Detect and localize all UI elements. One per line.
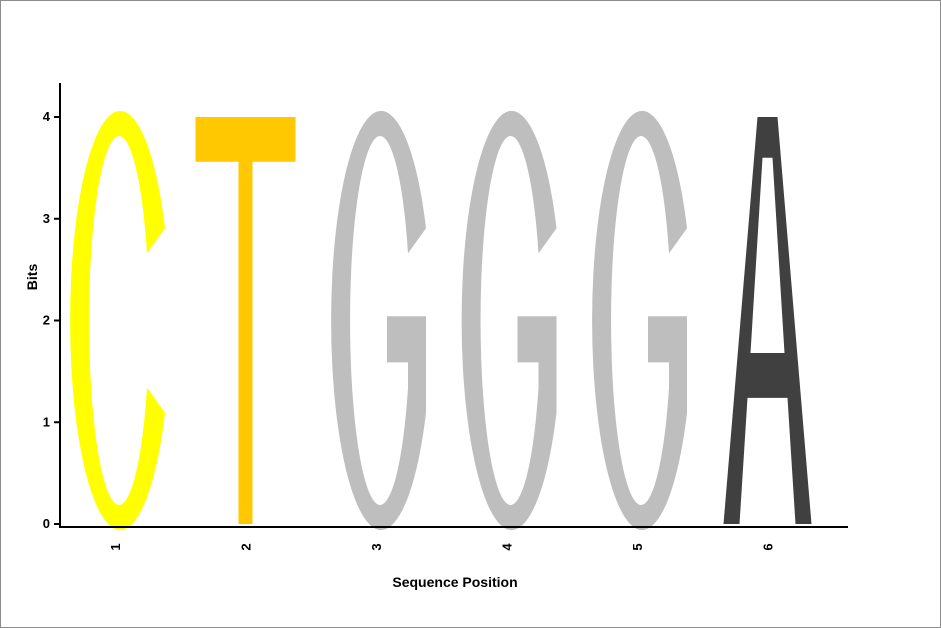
- y-axis-title: Bits: [24, 264, 40, 291]
- x-tick-label: 2: [239, 543, 254, 550]
- y-axis-ticks: 0 1 2 3 4: [43, 109, 60, 531]
- y-tick-label: 0: [43, 516, 50, 531]
- x-tick-label: 5: [630, 543, 645, 550]
- logo-letter-c-pos1: [70, 110, 165, 531]
- logo-letter-a-pos6: [723, 117, 812, 524]
- x-tick-label: 4: [500, 543, 515, 551]
- letter-stacks: [70, 110, 812, 531]
- x-axis-title: Sequence Position: [392, 574, 517, 590]
- x-tick-label: 6: [761, 543, 776, 550]
- y-tick-label: 2: [43, 313, 50, 328]
- logo-letter-g-pos3: [331, 110, 426, 531]
- logo-letter-g-pos5: [592, 110, 687, 531]
- y-tick-label: 4: [43, 109, 51, 124]
- x-tick-label: 1: [108, 543, 123, 550]
- logo-letter-g-pos4: [461, 110, 557, 531]
- x-tick-label: 3: [369, 543, 384, 550]
- x-axis-ticks: 1 2 3 4 5 6: [108, 543, 776, 551]
- y-tick-label: 3: [43, 211, 50, 226]
- y-tick-label: 1: [43, 414, 50, 429]
- logo-letter-t-pos2: [195, 117, 296, 524]
